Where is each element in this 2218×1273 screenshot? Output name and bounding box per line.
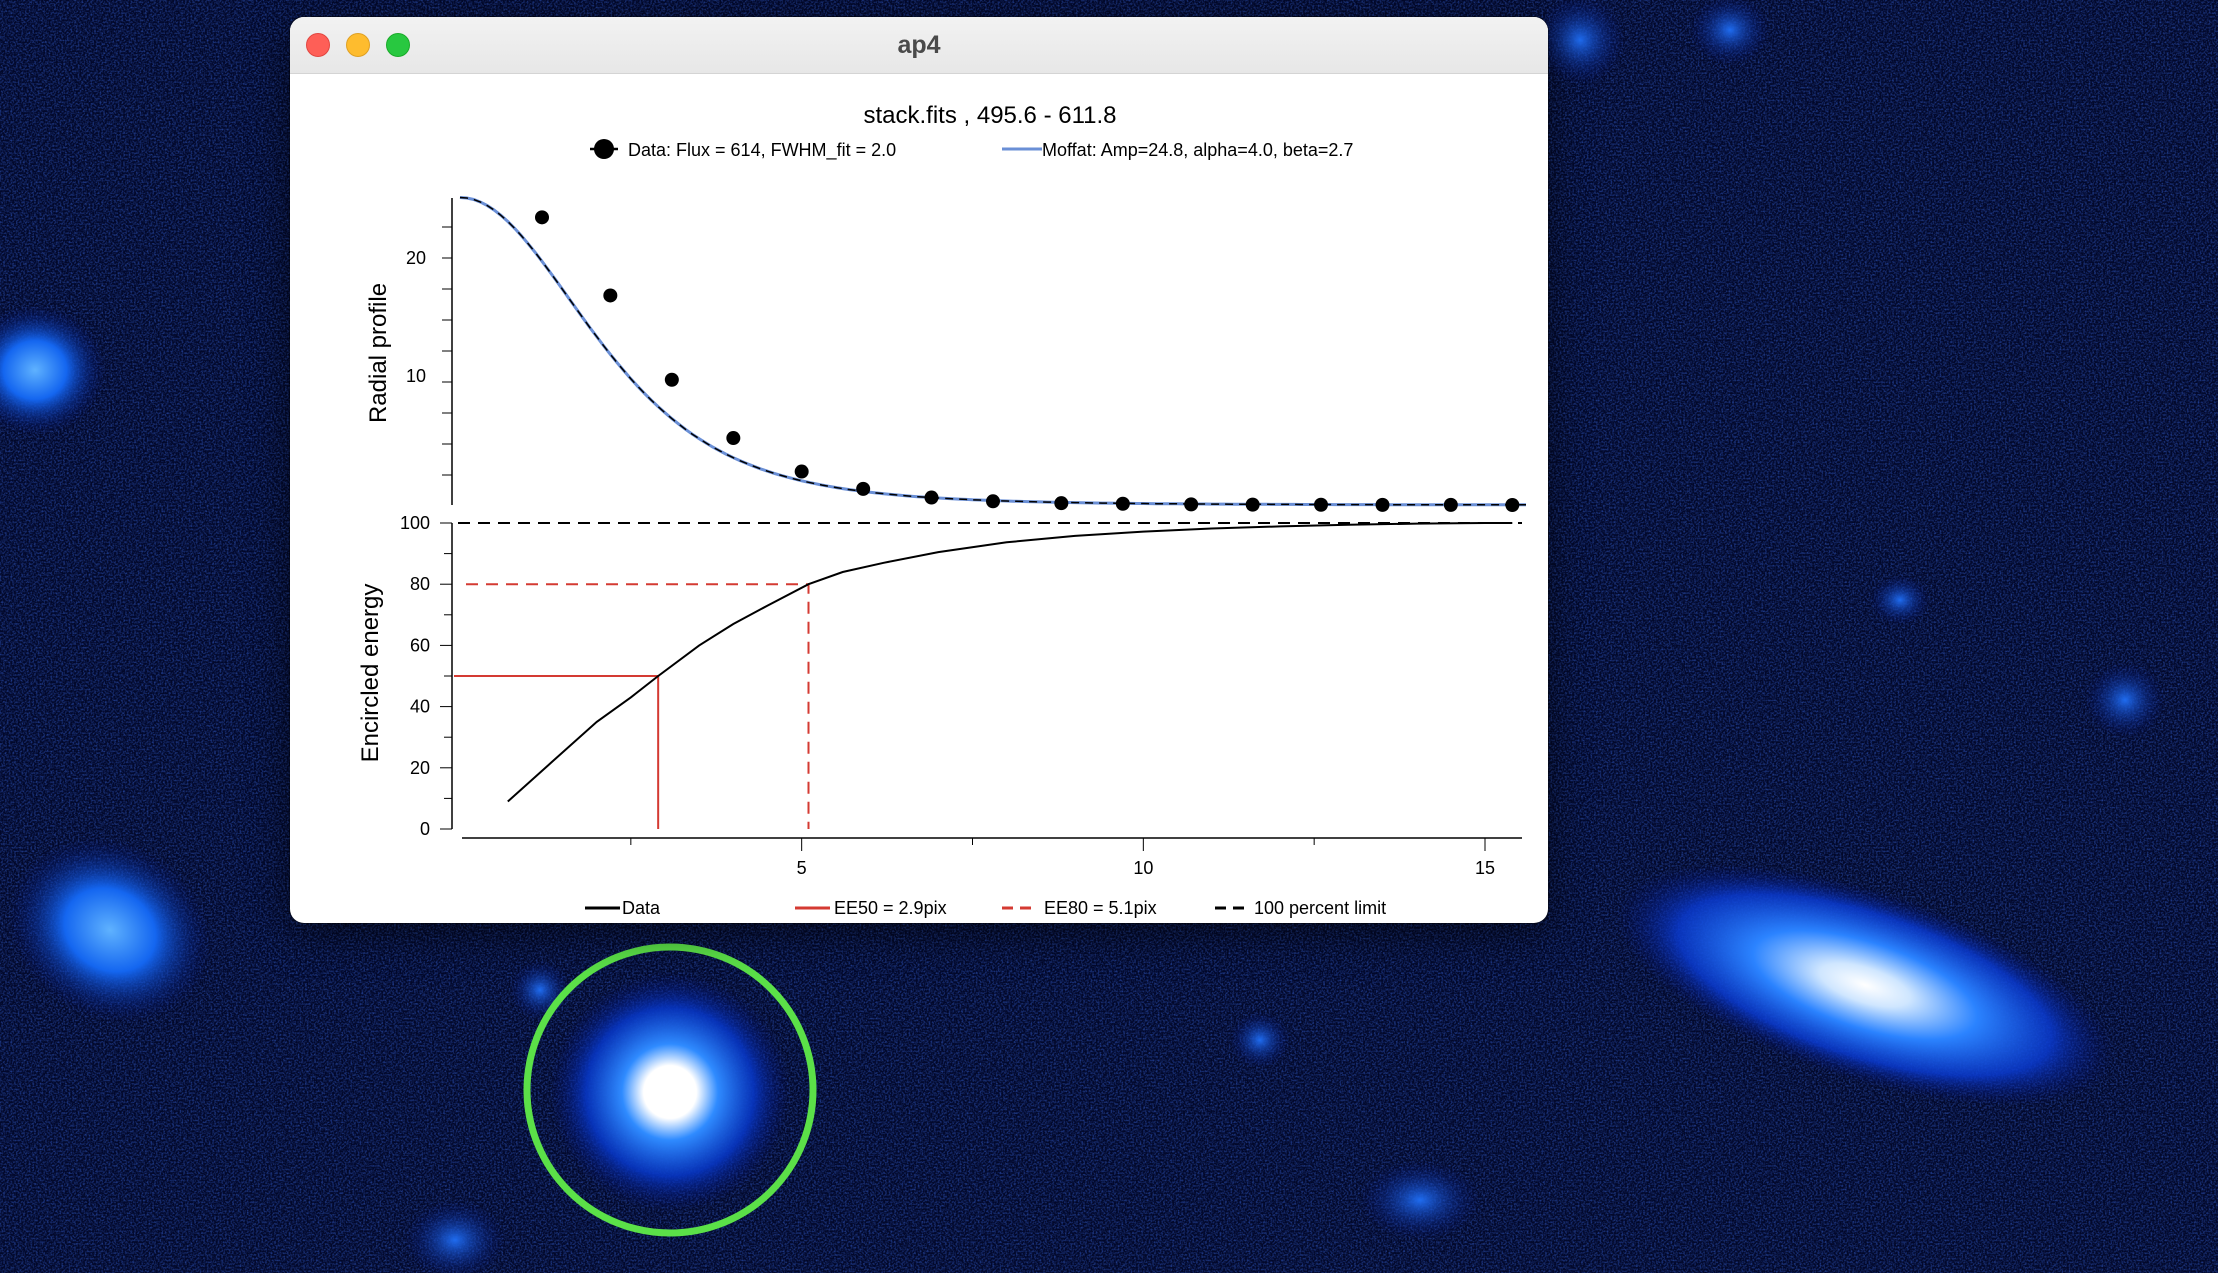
ee-y-tick-label: 40 xyxy=(410,697,430,717)
radial-data-point xyxy=(664,372,679,387)
aperture-circle[interactable] xyxy=(523,943,817,1237)
legend-ee80-label: EE80 = 5.1pix xyxy=(1044,898,1157,918)
legend-ee50-label: EE50 = 2.9pix xyxy=(834,898,947,918)
radial-y-ticks xyxy=(442,226,452,476)
faint-source xyxy=(0,305,105,435)
radial-data-point xyxy=(1505,498,1520,512)
radial-data-point xyxy=(794,464,809,479)
faint-source xyxy=(1690,0,1770,65)
radial-y-label: Radial profile xyxy=(365,283,392,423)
x-tick-label: 10 xyxy=(1133,858,1153,878)
radial-data-point xyxy=(535,210,549,225)
plot-window: ap4 stack.fits , 495.6 - 611.8 Data: Flu… xyxy=(290,17,1548,923)
radial-data-point xyxy=(1115,496,1130,511)
radial-data-point xyxy=(726,431,741,446)
legend-data-marker xyxy=(594,139,614,159)
close-icon[interactable] xyxy=(306,33,330,57)
radial-data-point xyxy=(924,490,939,505)
radial-data-point xyxy=(603,288,618,303)
faint-source xyxy=(1870,575,1930,625)
title-bar[interactable]: ap4 xyxy=(290,17,1548,74)
legend-data-label: Data: Flux = 614, FWHM_fit = 2.0 xyxy=(628,140,896,161)
galaxy xyxy=(1615,864,2115,1106)
encircled-energy-curve xyxy=(507,522,1513,803)
legend-moffat-label: Moffat: Amp=24.8, alpha=4.0, beta=2.7 xyxy=(1042,140,1353,160)
moffat-curve xyxy=(459,196,1526,507)
ee-y-label: Encircled energy xyxy=(357,584,384,763)
radial-data-point xyxy=(1054,496,1069,511)
ee-y-tick-label: 60 xyxy=(410,635,430,655)
faint-source xyxy=(8,837,212,1023)
minimize-icon[interactable] xyxy=(346,33,370,57)
radial-data-point xyxy=(856,481,871,496)
faint-source xyxy=(405,1200,505,1273)
faint-source xyxy=(2085,662,2165,738)
x-tick-label: 15 xyxy=(1475,858,1495,878)
radial-data-points xyxy=(535,210,1520,512)
chart-title: stack.fits , 495.6 - 611.8 xyxy=(863,102,1116,129)
radial-data-point xyxy=(1184,497,1199,512)
faint-source xyxy=(1360,1160,1480,1240)
moffat-dashed-overlay xyxy=(459,196,1526,506)
plot-canvas: stack.fits , 495.6 - 611.8 Data: Flux = … xyxy=(357,102,1526,918)
ee-x-ticks: 5 10 15 xyxy=(630,838,1495,878)
faint-source xyxy=(510,960,570,1020)
radial-y-tick-label: 20 xyxy=(406,248,426,268)
radial-y-tick-label: 10 xyxy=(406,366,426,386)
zoom-icon[interactable] xyxy=(386,33,410,57)
x-tick-label: 5 xyxy=(797,858,807,878)
legend-limit-label: 100 percent limit xyxy=(1254,898,1386,918)
radial-data-point xyxy=(1375,497,1390,512)
target-star xyxy=(550,972,790,1212)
radial-data-point xyxy=(1245,497,1260,512)
radial-data-point xyxy=(1314,497,1328,512)
window-title: ap4 xyxy=(897,31,941,59)
ee-y-tick-label: 20 xyxy=(410,758,430,778)
ee-y-ticks: 0 20 40 60 80 100 xyxy=(400,513,452,839)
legend-ee-data-label: Data xyxy=(622,898,661,918)
ee-y-tick-label: 100 xyxy=(400,513,430,533)
faint-source xyxy=(1230,1012,1290,1068)
ee-y-tick-label: 0 xyxy=(420,819,430,839)
radial-data-point xyxy=(986,494,1000,509)
radial-data-point xyxy=(1443,497,1458,512)
faint-source xyxy=(1535,0,1625,85)
ee-y-tick-label: 80 xyxy=(410,574,430,594)
